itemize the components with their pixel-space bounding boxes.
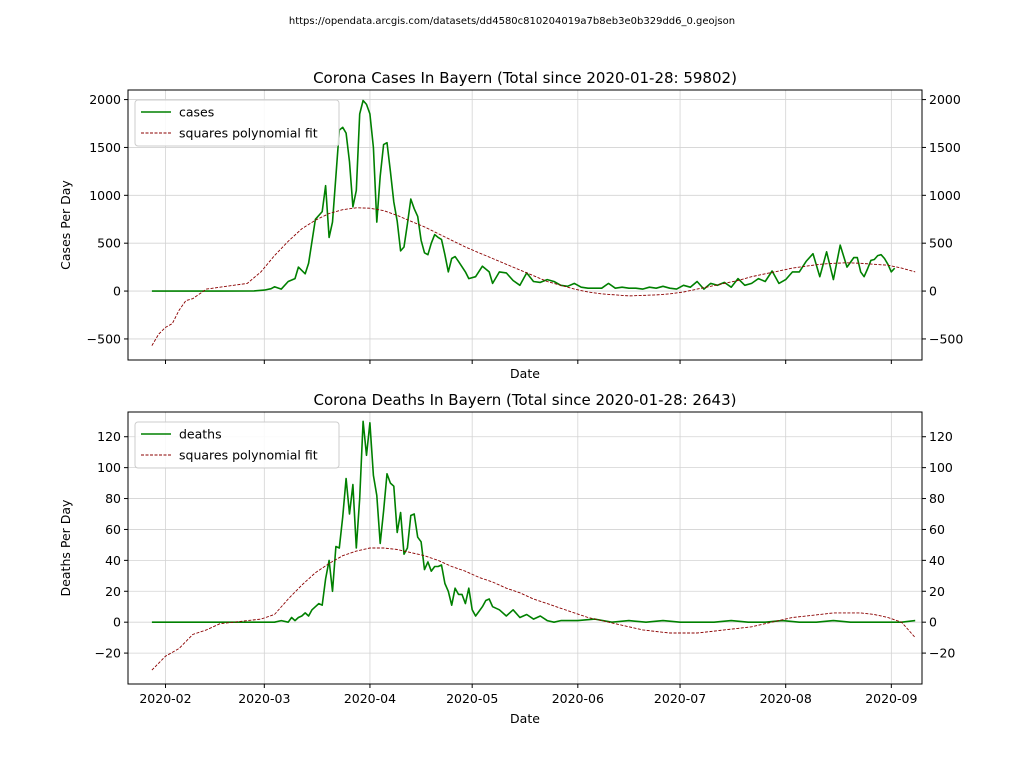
y-tick-label-left: −500 [87,331,121,346]
plot-frame [127,89,923,361]
y-tick-label-right: 60 [929,522,945,537]
x-tick-label: 2020-09 [865,691,917,706]
y-tick-label-left: 2000 [89,92,121,107]
legend-box [134,99,340,147]
y-tick-label-right: 1000 [929,188,961,203]
y-tick-label-left: 1500 [89,140,121,155]
source-url: https://opendata.arcgis.com/datasets/dd4… [289,16,735,27]
y-tick-label-right: 120 [929,429,953,444]
y-tick-label-left: 500 [97,236,121,251]
chart-title: Corona Deaths In Bayern (Total since 202… [314,391,737,409]
x-tick-label: 2020-08 [760,691,812,706]
y-tick-label-right: 40 [929,553,945,568]
x-tick-label: 2020-07 [654,691,706,706]
y-tick-label-left: 60 [105,522,121,537]
chart-title: Corona Cases In Bayern (Total since 2020… [313,69,737,87]
data-line-deaths [151,420,916,624]
legend-box [134,421,340,469]
y-axis-label: Cases Per Day [58,180,73,270]
data-line-cases [151,99,896,292]
y-tick-label-left: 0 [113,284,121,299]
y-tick-label-right: 0 [929,615,937,630]
y-tick-label-left: 120 [97,429,121,444]
y-tick-label-right: 2000 [929,92,961,107]
y-tick-label-right: 0 [929,284,937,299]
y-tick-label-right: 20 [929,584,945,599]
y-axis-label: Deaths Per Day [58,499,73,596]
y-tick-label-left: 40 [105,553,121,568]
x-tick-label: 2020-05 [446,691,498,706]
y-tick-label-right: 1500 [929,140,961,155]
fit-line [151,547,916,671]
chart-1: −500 −500 0 0 500 500 1000 1000 1500 1500 2000 2000… [58,69,963,381]
x-tick-label: 2020-03 [238,691,290,706]
legend-label: deaths [179,427,222,442]
legend-label: squares polynomial fit [179,126,318,141]
plot-frame [127,411,923,685]
y-tick-label-right: 80 [929,491,945,506]
y-tick-label-right: 100 [929,460,953,475]
x-tick-label: 2020-04 [344,691,396,706]
legend-label: squares polynomial fit [179,448,318,463]
y-tick-label-right: 500 [929,236,953,251]
y-tick-label-right: −20 [929,646,955,661]
y-tick-label-left: 0 [113,615,121,630]
y-tick-label-right: −500 [929,331,963,346]
legend-label: cases [179,105,214,120]
x-axis-label: Date [510,711,540,726]
chart-2: −20 −20 0 0 20 20 40 40 60 60 80 80 100 100 120 120 2020… [58,391,955,726]
y-tick-label-left: −20 [95,646,121,661]
y-tick-label-left: 100 [97,460,121,475]
y-tick-label-left: 80 [105,491,121,506]
x-tick-label: 2020-02 [139,691,191,706]
fit-line [151,207,916,346]
x-tick-label: 2020-06 [552,691,604,706]
x-axis-label: Date [510,366,540,381]
y-tick-label-left: 1000 [89,188,121,203]
y-tick-label-left: 20 [105,584,121,599]
